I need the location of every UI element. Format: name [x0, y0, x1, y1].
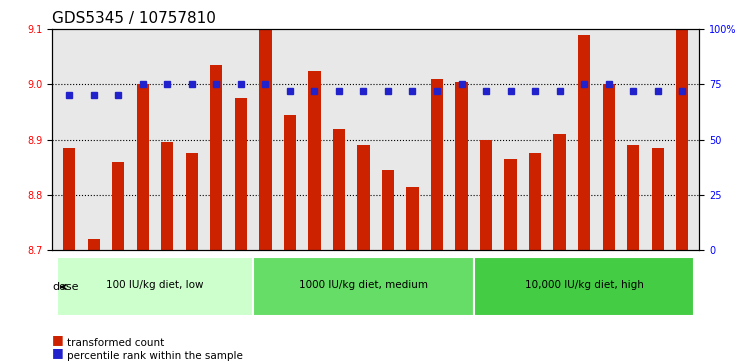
- Bar: [455, 82, 468, 250]
- Bar: [161, 142, 173, 250]
- Bar: [382, 170, 394, 250]
- Bar: [652, 148, 664, 250]
- Text: 10,000 IU/kg diet, high: 10,000 IU/kg diet, high: [525, 280, 644, 290]
- FancyBboxPatch shape: [474, 257, 694, 316]
- Bar: [308, 70, 321, 250]
- Bar: [112, 162, 124, 250]
- Text: ■: ■: [52, 333, 64, 346]
- Bar: [137, 84, 149, 250]
- Bar: [431, 79, 443, 250]
- Bar: [235, 98, 247, 250]
- Text: GDS5345 / 10757810: GDS5345 / 10757810: [52, 12, 216, 26]
- Bar: [603, 84, 615, 250]
- Bar: [627, 145, 639, 250]
- Bar: [406, 187, 419, 250]
- Bar: [259, 29, 272, 250]
- Bar: [88, 239, 100, 250]
- Bar: [63, 148, 75, 250]
- Bar: [333, 129, 345, 250]
- Bar: [211, 65, 222, 250]
- Bar: [480, 140, 493, 250]
- Bar: [186, 154, 198, 250]
- Bar: [357, 145, 370, 250]
- Bar: [554, 134, 565, 250]
- Text: 1000 IU/kg diet, medium: 1000 IU/kg diet, medium: [299, 280, 428, 290]
- Text: ■: ■: [52, 346, 64, 359]
- Text: 100 IU/kg diet, low: 100 IU/kg diet, low: [106, 280, 204, 290]
- Bar: [578, 34, 590, 250]
- Bar: [283, 115, 296, 250]
- Bar: [504, 159, 516, 250]
- Text: transformed count: transformed count: [67, 338, 164, 348]
- Bar: [529, 154, 541, 250]
- Bar: [676, 24, 688, 250]
- Text: percentile rank within the sample: percentile rank within the sample: [67, 351, 243, 361]
- Text: dose: dose: [53, 282, 79, 292]
- FancyBboxPatch shape: [253, 257, 474, 316]
- FancyBboxPatch shape: [57, 257, 253, 316]
